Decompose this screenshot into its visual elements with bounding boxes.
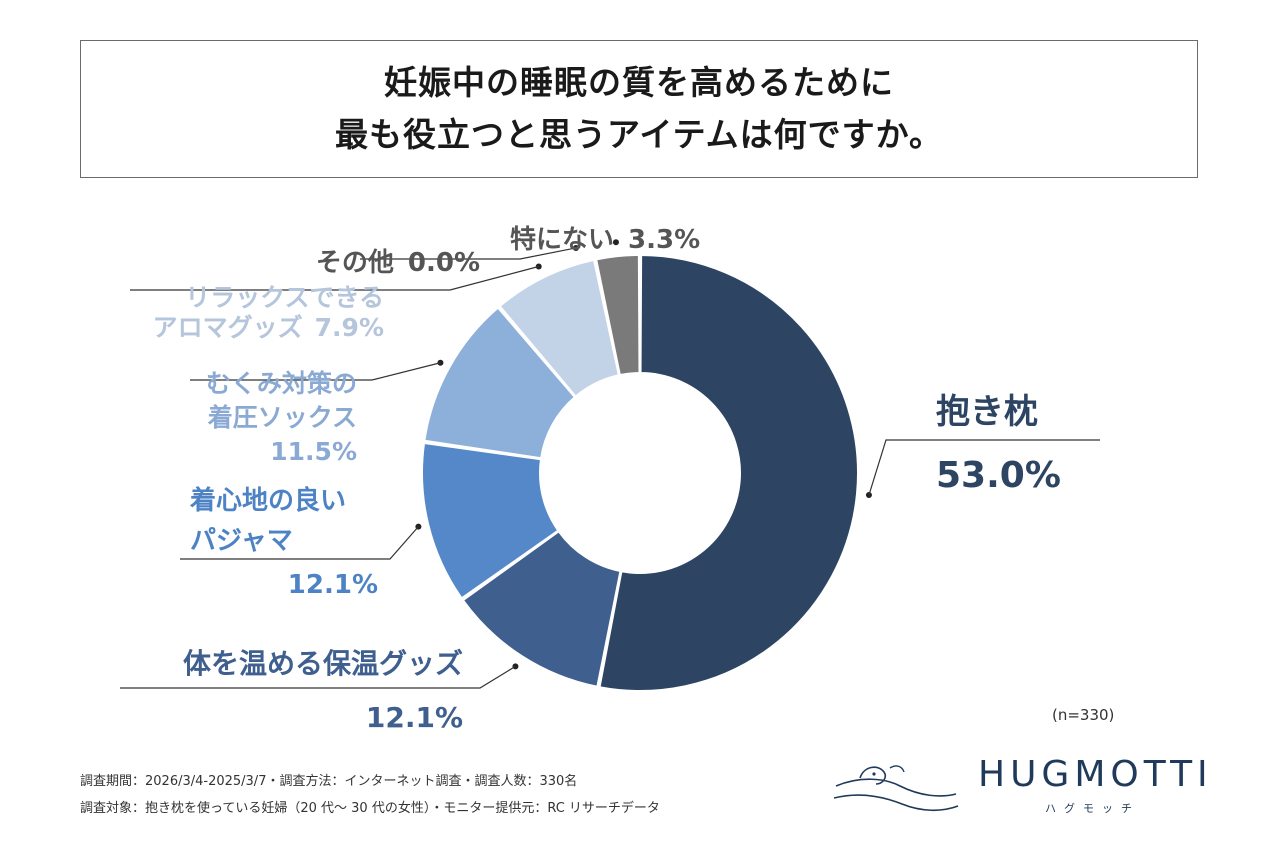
slice-label: 抱き枕 (936, 392, 1038, 432)
pie-slice (595, 253, 641, 377)
slice-value-label: 3.3% (628, 225, 700, 255)
slice-label: パジャマ (190, 526, 293, 556)
slice-value-label: 0.0% (408, 248, 480, 278)
slice-value-label: 7.9% (315, 313, 384, 342)
pie-slice (423, 306, 577, 460)
sleeping-person-logo-icon (833, 765, 959, 812)
leader-line (360, 247, 577, 260)
pie-slice (421, 441, 560, 600)
leader-dot (612, 239, 619, 246)
leader-line (120, 665, 516, 689)
leader-line (130, 265, 539, 291)
slice-label: 特にない 3.3% (510, 224, 700, 255)
survey-footnote-2: 調査対象：抱き枕を使っている妊婦（20 代〜 30 代の女性）・モニター提供元：… (80, 801, 660, 816)
leader-line (190, 362, 441, 381)
brand-logo: HUGMOTTI ハグモッチ (830, 750, 1210, 830)
leader-line (180, 526, 419, 560)
slice-label: 着心地の良い (189, 485, 346, 516)
pie-slice (461, 529, 622, 688)
brand-name: HUGMOTTI (978, 754, 1213, 795)
slice-value-label: 12.1% (288, 570, 378, 600)
slice-label: その他 0.0% (316, 248, 480, 278)
slice-label: 体を温める保温グッズ (183, 647, 463, 680)
slice-label: むくみ対策の (206, 369, 357, 398)
slice-label: 着圧ソックス (207, 403, 357, 432)
sample-size-note: (n=330) (1052, 706, 1115, 724)
slice-label: アロマグッズ 7.9% (153, 313, 384, 342)
slice-label: リラックスできる (185, 283, 384, 312)
chart-title-line-2: 最も役立つと思うアイテムは何ですか。 (334, 115, 944, 154)
slice-value-label: 12.1% (366, 701, 463, 734)
leader-line (868, 439, 1100, 496)
slice-value-label: 11.5% (270, 437, 357, 466)
pie-slice (598, 253, 859, 692)
slice-value-label: 53.0% (936, 455, 1061, 496)
brand-kana: ハグモッチ (1045, 802, 1140, 815)
pie-slice (498, 258, 621, 398)
chart-title-line-1: 妊娠中の睡眠の質を高めるために (384, 63, 894, 102)
title-box: 妊娠中の睡眠の質を高めるために 最も役立つと思うアイテムは何ですか。 (80, 40, 1198, 178)
survey-footnote-1: 調査期間：2026/3/4-2025/3/7・調査方法：インターネット調査・調査… (80, 774, 578, 789)
